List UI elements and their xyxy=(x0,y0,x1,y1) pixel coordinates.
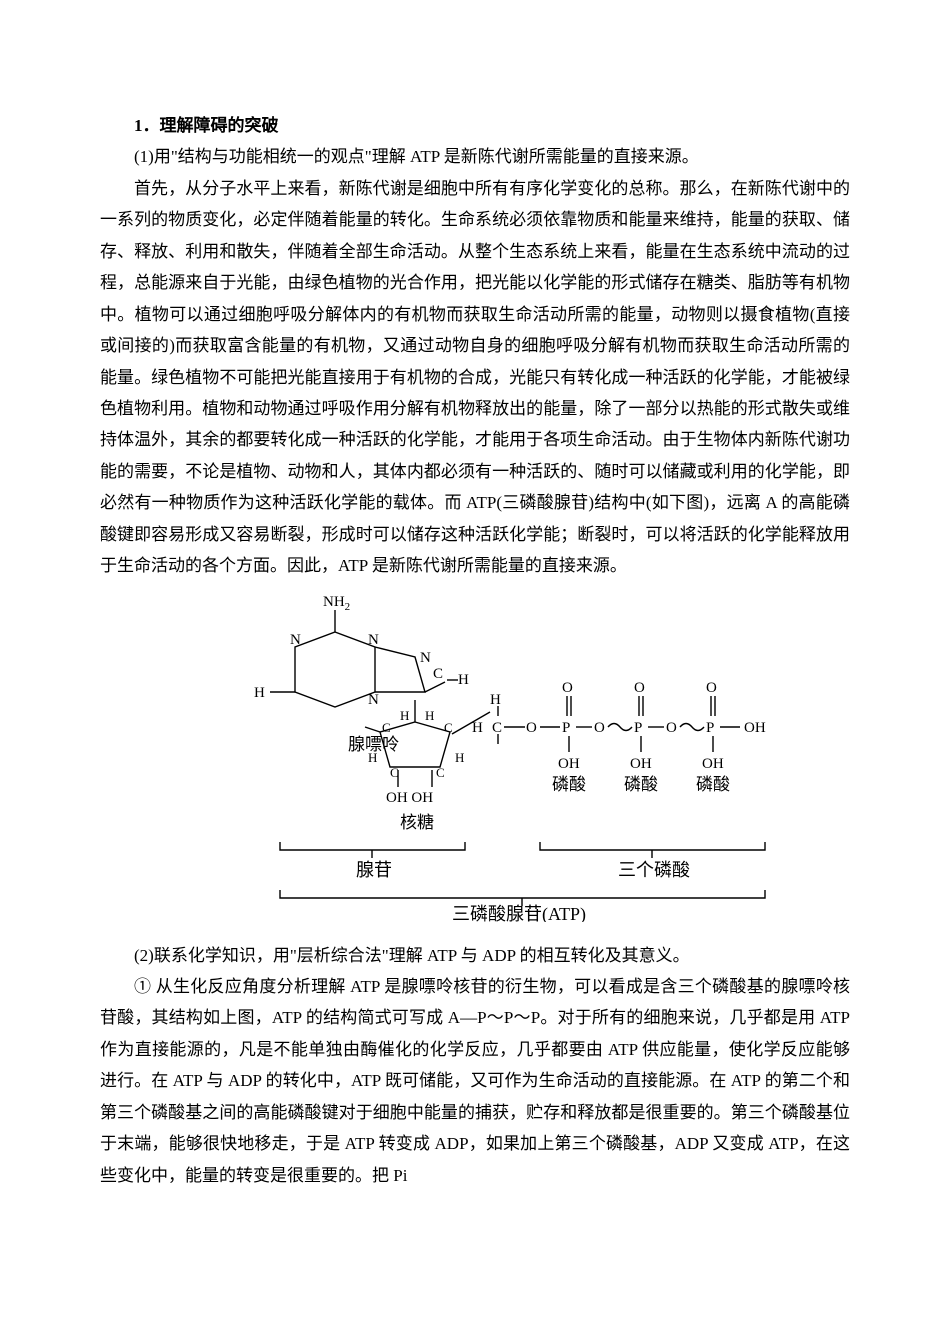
svg-text:O: O xyxy=(634,680,645,696)
paragraph-2: 首先，从分子水平上来看，新陈代谢是细胞中所有有序化学变化的总称。那么，在新陈代谢… xyxy=(100,173,850,582)
three-phosphate-label: 三个磷酸 xyxy=(618,860,690,880)
svg-text:OH: OH xyxy=(630,756,652,772)
phosphate-label-1: 磷酸 xyxy=(552,775,586,794)
svg-text:O: O xyxy=(594,720,605,736)
svg-text:C: C xyxy=(444,720,453,735)
svg-text:H: H xyxy=(425,708,434,723)
svg-text:O: O xyxy=(666,720,677,736)
svg-text:O: O xyxy=(706,680,717,696)
paragraph-3: (2)联系化学知识，用"层析综合法"理解 ATP 与 ADP 的相互转化及其意义… xyxy=(100,940,850,971)
svg-text:H: H xyxy=(458,672,469,688)
svg-text:OH: OH xyxy=(702,756,724,772)
svg-text:H: H xyxy=(455,750,464,765)
svg-text:P: P xyxy=(634,720,642,736)
svg-text:H: H xyxy=(400,708,409,723)
svg-text:C: C xyxy=(436,765,445,780)
phosphate-label-3: 磷酸 xyxy=(696,775,730,794)
svg-text:N: N xyxy=(368,692,379,708)
svg-text:P: P xyxy=(562,720,570,736)
svg-text:O: O xyxy=(526,720,537,736)
section-heading: 1．理解障碍的突破 xyxy=(100,110,850,141)
svg-text:N: N xyxy=(368,632,379,648)
svg-text:C: C xyxy=(492,720,502,736)
svg-text:P: P xyxy=(706,720,714,736)
svg-text:OH: OH xyxy=(744,720,766,736)
svg-text:O: O xyxy=(562,680,573,696)
svg-text:H: H xyxy=(472,720,483,736)
svg-text:OH: OH xyxy=(558,756,580,772)
ohoh-label: OH OH xyxy=(386,790,433,806)
phosphate-label-2: 磷酸 xyxy=(624,775,658,794)
svg-text:C: C xyxy=(382,720,391,735)
atp-svg: NH2 N N N N C H H 腺嘌呤 C xyxy=(240,592,800,922)
svg-text:N: N xyxy=(420,650,431,666)
atp-structure-figure: NH2 N N N N C H H 腺嘌呤 C xyxy=(240,592,800,922)
nh2-label: NH2 xyxy=(323,594,350,613)
page: 1．理解障碍的突破 (1)用"结构与功能相统一的观点"理解 ATP 是新陈代谢所… xyxy=(0,0,950,1251)
atp-full-label: 三磷酸腺苷(ATP) xyxy=(452,904,586,922)
svg-text:C: C xyxy=(433,666,443,682)
svg-text:H: H xyxy=(254,685,265,701)
svg-text:H: H xyxy=(368,750,377,765)
svg-text:N: N xyxy=(290,632,301,648)
svg-text:H: H xyxy=(490,692,501,708)
ribose-label: 核糖 xyxy=(400,813,434,832)
paragraph-4: ① 从生化反应角度分析理解 ATP 是腺嘌呤核苷的衍生物，可以看成是含三个磷酸基… xyxy=(100,971,850,1191)
paragraph-1-lead: (1)用"结构与功能相统一的观点"理解 ATP 是新陈代谢所需能量的直接来源。 xyxy=(100,141,850,172)
adenosine-label: 腺苷 xyxy=(356,860,392,880)
